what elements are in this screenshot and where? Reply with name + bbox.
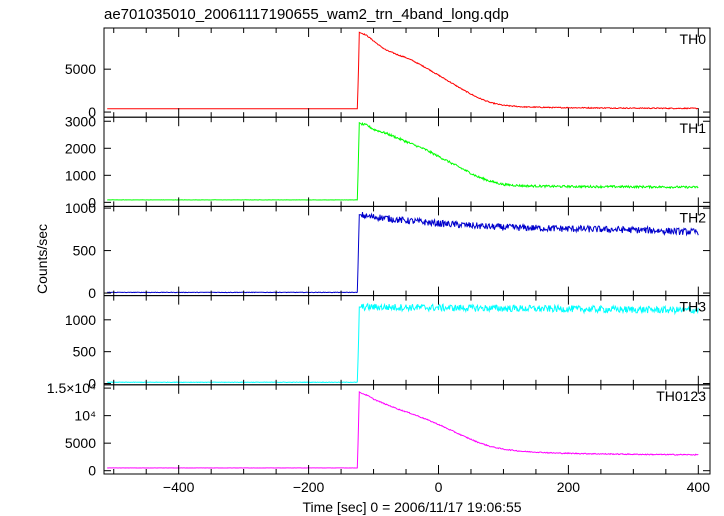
y-tick-label-th3: 1000 <box>65 312 96 328</box>
panel-frame-th2 <box>103 205 711 297</box>
x-tick-label: 200 <box>557 479 581 495</box>
panel-label-th0123: TH0123 <box>656 388 706 404</box>
y-axis-label: Counts/sec <box>34 224 50 294</box>
panel-frame-th0 <box>103 27 711 118</box>
panel-label-th3: TH3 <box>680 299 707 315</box>
x-tick-label: −200 <box>293 479 325 495</box>
series-line-th3 <box>107 302 699 384</box>
y-tick-label-th2: 500 <box>73 243 97 259</box>
y-tick-label-th2: 0 <box>88 285 96 301</box>
panel-frame-th3 <box>103 295 711 386</box>
chart-title: ae701035010_20061117190655_wam2_trn_4ban… <box>104 6 509 23</box>
y-tick-label-th0123: 0 <box>88 463 96 479</box>
y-tick-label-th2: 1000 <box>65 200 96 216</box>
series-line-th0 <box>107 31 699 110</box>
x-tick-label: 0 <box>435 479 443 495</box>
y-tick-label-th3: 500 <box>73 344 97 360</box>
panel-frame-th1 <box>103 116 711 207</box>
y-tick-label-th1: 0 <box>88 194 96 210</box>
x-axis-label: Time [sec] 0 = 2006/11/17 19:06:55 <box>302 499 521 515</box>
panel-frame-th0123 <box>103 384 711 475</box>
y-tick-label-th0: 5000 <box>65 61 96 77</box>
y-tick-label-th0123: 5000 <box>65 435 96 451</box>
x-tick-label: −400 <box>163 479 195 495</box>
y-tick-label-th1: 1000 <box>65 167 96 183</box>
series-line-th0123 <box>107 390 699 469</box>
y-tick-label-th1: 3000 <box>65 113 96 129</box>
panel-label-th2: TH2 <box>680 209 707 225</box>
y-tick-label-th3: 0 <box>88 376 96 392</box>
series-line-th2 <box>107 212 699 294</box>
y-tick-label-th0123: 1.5×10⁴ <box>47 380 96 396</box>
panel-label-th1: TH1 <box>680 120 707 136</box>
series-line-th1 <box>107 121 699 201</box>
y-tick-label-th0123: 10⁴ <box>74 408 96 424</box>
y-tick-label-th0: 0 <box>88 104 96 120</box>
y-tick-label-th1: 2000 <box>65 140 96 156</box>
x-tick-label: 400 <box>687 479 711 495</box>
panel-label-th0: TH0 <box>680 31 707 47</box>
